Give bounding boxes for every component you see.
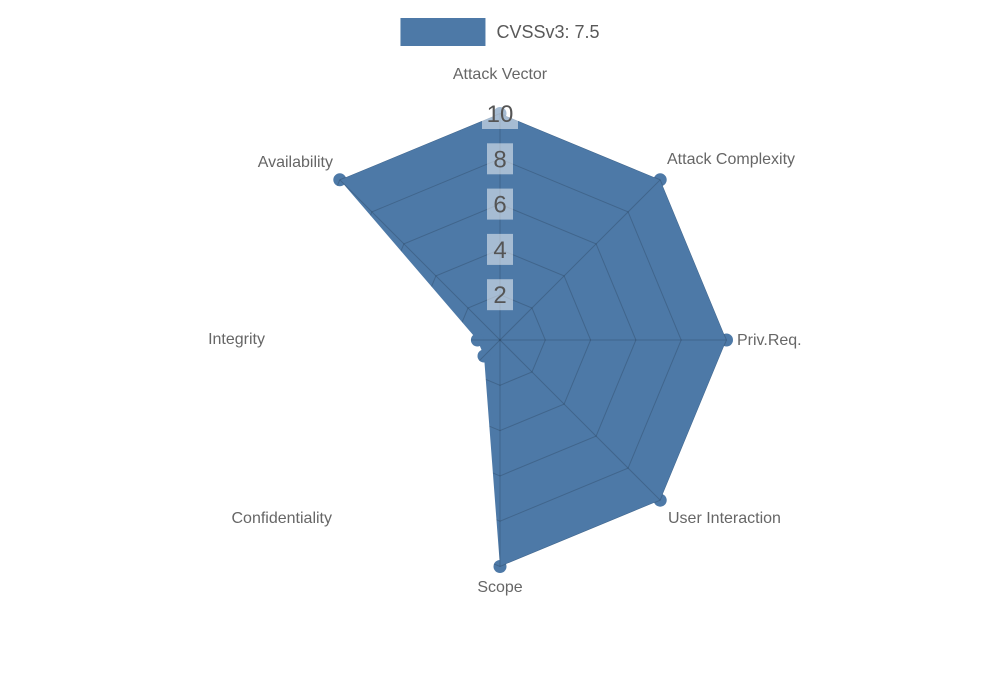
- legend-swatch[interactable]: [400, 18, 486, 46]
- tick-label: 2: [493, 282, 506, 309]
- legend[interactable]: CVSSv3: 7.5: [400, 18, 600, 46]
- axis-label-scope: Scope: [477, 579, 523, 596]
- tick-label-box: [487, 233, 513, 265]
- tick-label-box: [482, 98, 518, 129]
- vertex-dot: [653, 493, 667, 507]
- series-fill-polygon: [339, 113, 727, 567]
- vertex-dot: [333, 173, 347, 187]
- tick-label: 6: [493, 192, 506, 219]
- tick-label: 8: [493, 146, 506, 173]
- grid-spoke: [339, 179, 501, 341]
- tick-label: 4: [493, 237, 506, 264]
- axis-label-attack-vector: Attack Vector: [452, 66, 548, 83]
- vertex-dot: [653, 173, 667, 187]
- tick-label-box: [487, 188, 513, 220]
- vertex-dot: [720, 333, 733, 347]
- grid-ring: [454, 294, 546, 386]
- tick-label-box: [487, 143, 513, 175]
- vertex-dot: [493, 560, 507, 573]
- vertex-dot: [470, 333, 484, 347]
- axis-label-user-interaction: User Interaction: [668, 510, 781, 527]
- tick-label: 10: [487, 101, 514, 128]
- axis-label-confidentiality: Confidentiality: [231, 510, 333, 527]
- vertex-dot: [477, 349, 491, 363]
- axis-label-integrity: Integrity: [208, 331, 265, 348]
- grid-lines: [333, 112, 728, 568]
- axis-label-attack-complexity: Attack Complexity: [667, 151, 796, 168]
- axis-label-availability: Availability: [257, 154, 333, 171]
- grid-spoke: [499, 339, 661, 501]
- tick-label-box: [487, 279, 513, 311]
- grid-spoke: [339, 339, 501, 501]
- grid-ring: [333, 112, 728, 568]
- axis-label-priv-req: Priv.Req.: [737, 332, 802, 349]
- legend-label[interactable]: CVSSv3: 7.5: [496, 21, 600, 42]
- grid-spoke: [499, 179, 661, 341]
